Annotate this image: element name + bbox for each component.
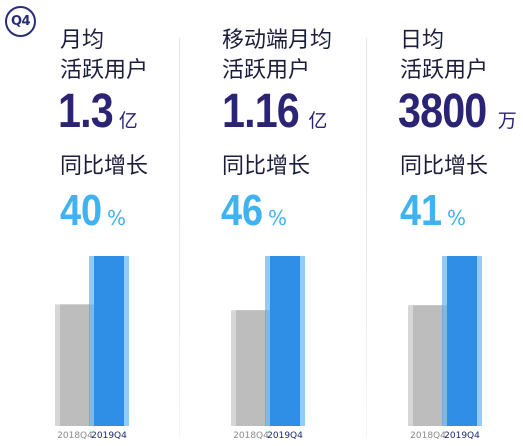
metric-title: 移动端月均 活跃用户: [222, 28, 333, 83]
bar-2019Q4: [94, 256, 124, 426]
x-tick-label: 2018Q4: [57, 431, 93, 441]
growth-label: 同比增长: [60, 154, 149, 179]
growth-value: 46 %: [221, 187, 287, 235]
bar-2018Q4: [60, 304, 90, 426]
metric-value-number: 3800: [398, 85, 487, 138]
x-tick-label: 2019Q4: [267, 431, 303, 441]
quarter-badge: Q4: [5, 6, 36, 37]
metric-panel-mobile-monthly-active-users: 移动端月均 活跃用户 1.16 亿 同比增长 46 %: [174, 0, 348, 446]
bar-2019Q4: [447, 256, 477, 426]
growth-number: 41: [400, 186, 443, 235]
metric-panel-monthly-active-users: 月均 活跃用户 1.3 亿 同比增长 40 %: [0, 0, 174, 446]
growth-percent-sign: %: [446, 206, 466, 230]
x-tick-label: 2019Q4: [91, 431, 127, 441]
column-divider: [366, 38, 367, 438]
metric-panel-daily-active-users: 日均 活跃用户 3800 万 同比增长 41 %: [348, 0, 523, 446]
x-tick-label: 2019Q4: [444, 431, 480, 441]
growth-label: 同比增长: [400, 154, 489, 179]
growth-label: 同比增长: [222, 154, 311, 179]
growth-percent-sign: %: [267, 206, 287, 230]
metric-value-number: 1.3: [58, 85, 114, 138]
metric-title: 月均 活跃用户: [60, 28, 149, 83]
growth-percent-sign: %: [106, 206, 126, 230]
metric-title: 日均 活跃用户: [400, 28, 489, 83]
x-tick-label: 2018Q4: [410, 431, 446, 441]
bar-2019Q4: [270, 256, 300, 426]
column-divider: [179, 38, 180, 438]
metric-value-unit: 亿: [118, 110, 138, 132]
growth-number: 40: [60, 186, 103, 235]
growth-number: 46: [221, 186, 264, 235]
metric-value: 1.16 亿: [222, 86, 327, 138]
bar-2018Q4: [413, 305, 443, 426]
growth-value: 40 %: [60, 187, 126, 235]
metric-value: 3800 万: [398, 86, 517, 138]
metric-value-unit: 万: [497, 110, 517, 132]
bar-2018Q4: [236, 310, 266, 426]
metric-value-number: 1.16: [222, 85, 300, 138]
metric-value-unit: 亿: [308, 110, 328, 132]
metric-value: 1.3 亿: [58, 86, 138, 138]
x-tick-label: 2018Q4: [233, 431, 269, 441]
growth-value: 41 %: [400, 187, 466, 235]
